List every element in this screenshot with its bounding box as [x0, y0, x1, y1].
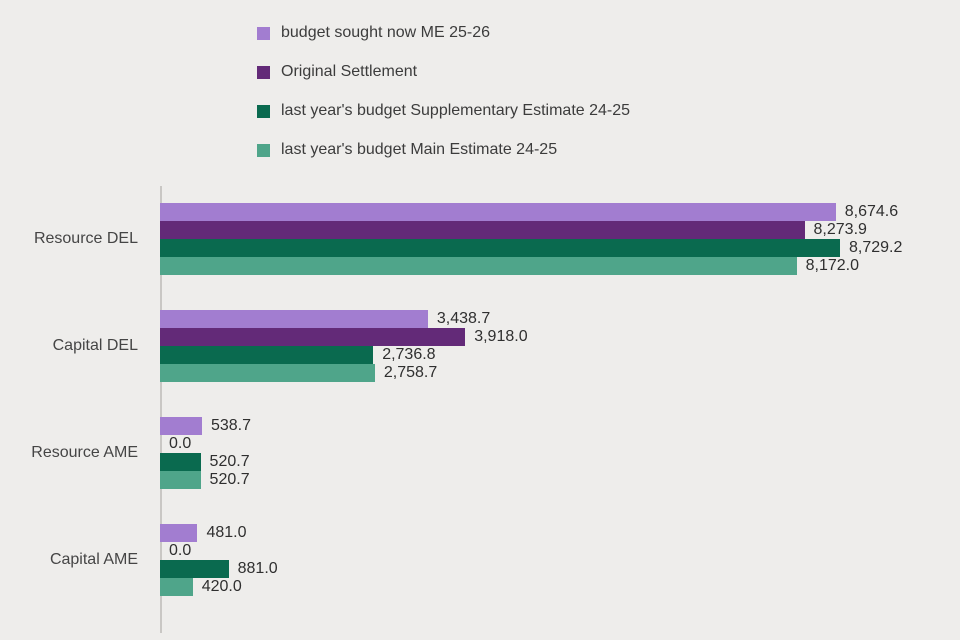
bar-row: 8,729.2 [160, 239, 902, 257]
bar [160, 524, 198, 542]
bar-stack: 8,674.6 8,273.9 8,729.2 8,172.0 [160, 203, 902, 275]
bar [160, 471, 201, 489]
bar [160, 257, 797, 275]
legend-item: last year's budget Main Estimate 24-25 [257, 138, 630, 162]
value-label: 2,736.8 [382, 346, 436, 363]
value-label: 8,273.9 [813, 221, 867, 238]
value-label: 3,918.0 [474, 328, 528, 345]
bar [160, 346, 374, 364]
legend-item: last year's budget Supplementary Estimat… [257, 99, 630, 123]
bar-row: 520.7 [160, 471, 251, 489]
bar-row: 8,273.9 [160, 221, 902, 239]
legend-swatch-icon [257, 65, 270, 79]
bar-row: 520.7 [160, 453, 251, 471]
bar-group: Resource DEL 8,674.6 8,273.9 8,729.2 8,172.0 [0, 203, 960, 275]
bar-row: 0.0 [160, 435, 251, 453]
value-label: 2,758.7 [383, 364, 438, 381]
value-label: 3,438.7 [436, 310, 491, 327]
chart-legend: budget sought now ME 25-26 Original Settl… [257, 21, 630, 177]
value-label: 881.0 [237, 560, 278, 577]
bar-row: 2,758.7 [160, 364, 528, 382]
bar-row: 3,918.0 [160, 328, 528, 346]
legend-label: budget sought now ME 25-26 [281, 24, 491, 41]
bar [160, 221, 805, 239]
legend-swatch-icon [257, 104, 270, 118]
value-label: 520.7 [209, 453, 250, 470]
bar-group: Capital AME 481.0 0.0 881.0 420.0 [0, 524, 960, 596]
bar-chart-groups: Resource DEL 8,674.6 8,273.9 8,729.2 8,172.0… [0, 186, 960, 631]
value-label: 8,729.2 [849, 239, 903, 256]
legend-label: last year's budget Supplementary Estimat… [281, 102, 631, 119]
category-label: Resource DEL [33, 230, 138, 247]
bar [160, 417, 202, 435]
bar-stack: 481.0 0.0 881.0 420.0 [160, 524, 278, 596]
legend-swatch-icon [257, 143, 270, 157]
bar [160, 328, 466, 346]
y-axis-line [160, 186, 162, 633]
bar [160, 203, 836, 221]
bar-row: 420.0 [160, 578, 278, 596]
bar [160, 560, 229, 578]
legend-swatch-icon [257, 26, 270, 40]
bar-group: Resource AME 538.7 0.0 520.7 520.7 [0, 417, 960, 489]
bar-row: 3,438.7 [160, 310, 528, 328]
bar-chart: Resource DEL 8,674.6 8,273.9 8,729.2 8,172.0… [0, 186, 960, 636]
value-label: 538.7 [210, 417, 251, 434]
bar [160, 453, 201, 471]
bar [160, 310, 428, 328]
bar-row: 8,172.0 [160, 257, 902, 275]
value-label: 8,674.6 [844, 203, 899, 220]
bar-row: 481.0 [160, 524, 278, 542]
value-label: 481.0 [206, 524, 247, 541]
legend-label: Original Settlement [281, 63, 418, 80]
category-label: Capital AME [49, 551, 138, 568]
bar-group: Capital DEL 3,438.7 3,918.0 2,736.8 2,758.7 [0, 310, 960, 382]
legend-item: Original Settlement [257, 60, 630, 84]
legend-label: last year's budget Main Estimate 24-25 [281, 141, 558, 158]
category-label: Resource AME [31, 444, 138, 461]
value-label: 8,172.0 [805, 257, 859, 274]
value-label: 0.0 [169, 435, 192, 452]
bar-row: 8,674.6 [160, 203, 902, 221]
bar-stack: 538.7 0.0 520.7 520.7 [160, 417, 251, 489]
bar [160, 239, 840, 257]
value-label: 520.7 [209, 471, 250, 488]
value-label: 420.0 [201, 578, 242, 595]
bar [160, 364, 375, 382]
value-label: 0.0 [169, 542, 192, 559]
bar-row: 0.0 [160, 542, 278, 560]
category-label: Capital DEL [52, 337, 138, 354]
bar-stack: 3,438.7 3,918.0 2,736.8 2,758.7 [160, 310, 528, 382]
bar-row: 2,736.8 [160, 346, 528, 364]
bar-row: 881.0 [160, 560, 278, 578]
legend-item: budget sought now ME 25-26 [257, 21, 630, 45]
bar [160, 578, 193, 596]
bar-row: 538.7 [160, 417, 251, 435]
